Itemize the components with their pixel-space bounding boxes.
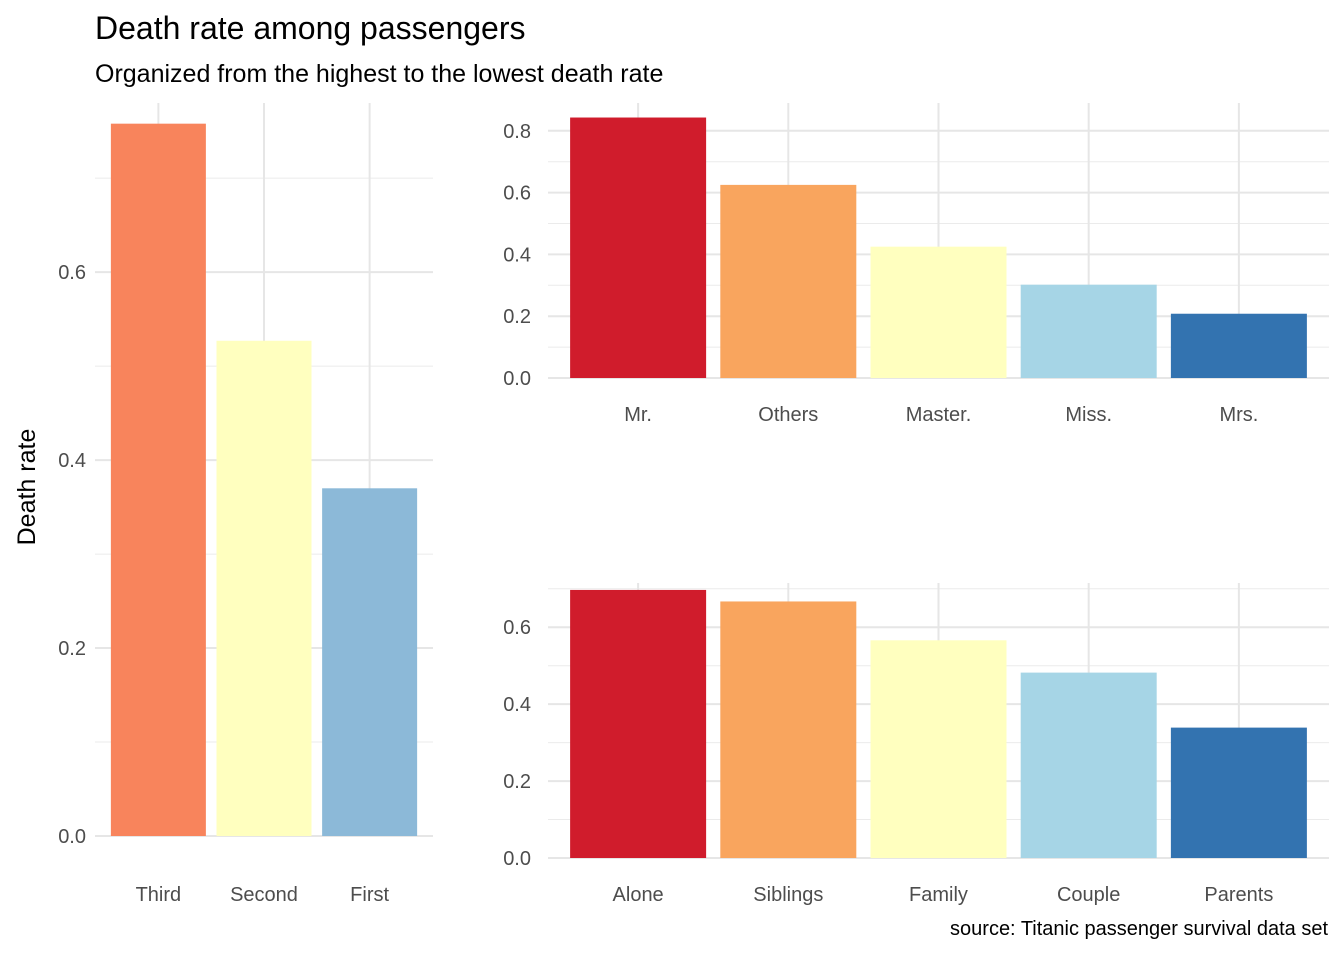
- title-bar-mr: [570, 117, 707, 379]
- family-bar-alone: [570, 589, 707, 858]
- family-x-tick-label: Alone: [613, 884, 664, 906]
- family-x-tick-label: Couple: [1057, 884, 1120, 906]
- family-bar-parents: [1170, 727, 1307, 858]
- title-y-tick-label: 0.2: [503, 306, 531, 328]
- family-y-tick-label: 0.4: [503, 694, 531, 716]
- title-x-tick-label: Miss.: [1065, 404, 1112, 426]
- title-y-tick-label: 0.0: [503, 368, 531, 390]
- class-y-tick-label: 0.6: [58, 262, 86, 284]
- family-x-tick-label: Siblings: [753, 884, 823, 906]
- chart-title: Death rate among passengers: [95, 10, 526, 46]
- title-y-tick-label: 0.6: [503, 183, 531, 205]
- class-bar-third: [110, 123, 206, 836]
- class-y-tick-label: 0.4: [58, 450, 86, 472]
- title-y-tick-label: 0.8: [503, 121, 531, 143]
- panel-family-type: 0.0 0.2 0.4 0.6 Alone Siblings Family Couple Par…: [503, 583, 1329, 906]
- class-y-tick-label: 0.0: [58, 826, 86, 848]
- chart-subtitle: Organized from the highest to the lowest…: [95, 60, 664, 88]
- chart-caption: source: Titanic passenger survival data …: [950, 918, 1328, 940]
- family-bar-siblings: [720, 601, 857, 858]
- class-bar-first: [322, 488, 418, 836]
- family-y-tick-label: 0.0: [503, 848, 531, 870]
- family-bar-family: [870, 640, 1007, 858]
- title-bar-others: [720, 184, 857, 378]
- title-bar-miss: [1020, 284, 1157, 378]
- class-bar-second: [216, 340, 312, 836]
- family-x-tick-label: Family: [909, 884, 968, 906]
- class-x-tick-label: Second: [230, 884, 298, 906]
- family-y-tick-label: 0.6: [503, 617, 531, 639]
- panel-class: 0.0 0.2 0.4 0.6 Third Second First: [58, 103, 433, 906]
- class-x-tick-label: First: [350, 884, 389, 906]
- family-x-tick-label: Parents: [1204, 884, 1273, 906]
- title-x-tick-label: Mrs.: [1219, 404, 1258, 426]
- class-x-tick-label: Third: [136, 884, 182, 906]
- panel-title-group: 0.0 0.2 0.4 0.6 0.8 Mr. Others Master. Miss. Mrs.: [503, 103, 1329, 426]
- y-axis-label: Death rate: [13, 429, 41, 546]
- title-x-tick-label: Others: [758, 404, 818, 426]
- family-bar-couple: [1020, 672, 1157, 858]
- title-y-tick-label: 0.4: [503, 244, 531, 266]
- title-x-tick-label: Mr.: [624, 404, 652, 426]
- title-bar-master: [870, 246, 1007, 378]
- title-bar-mrs: [1170, 313, 1307, 378]
- family-y-tick-label: 0.2: [503, 771, 531, 793]
- title-x-tick-label: Master.: [906, 404, 972, 426]
- class-y-tick-label: 0.2: [58, 638, 86, 660]
